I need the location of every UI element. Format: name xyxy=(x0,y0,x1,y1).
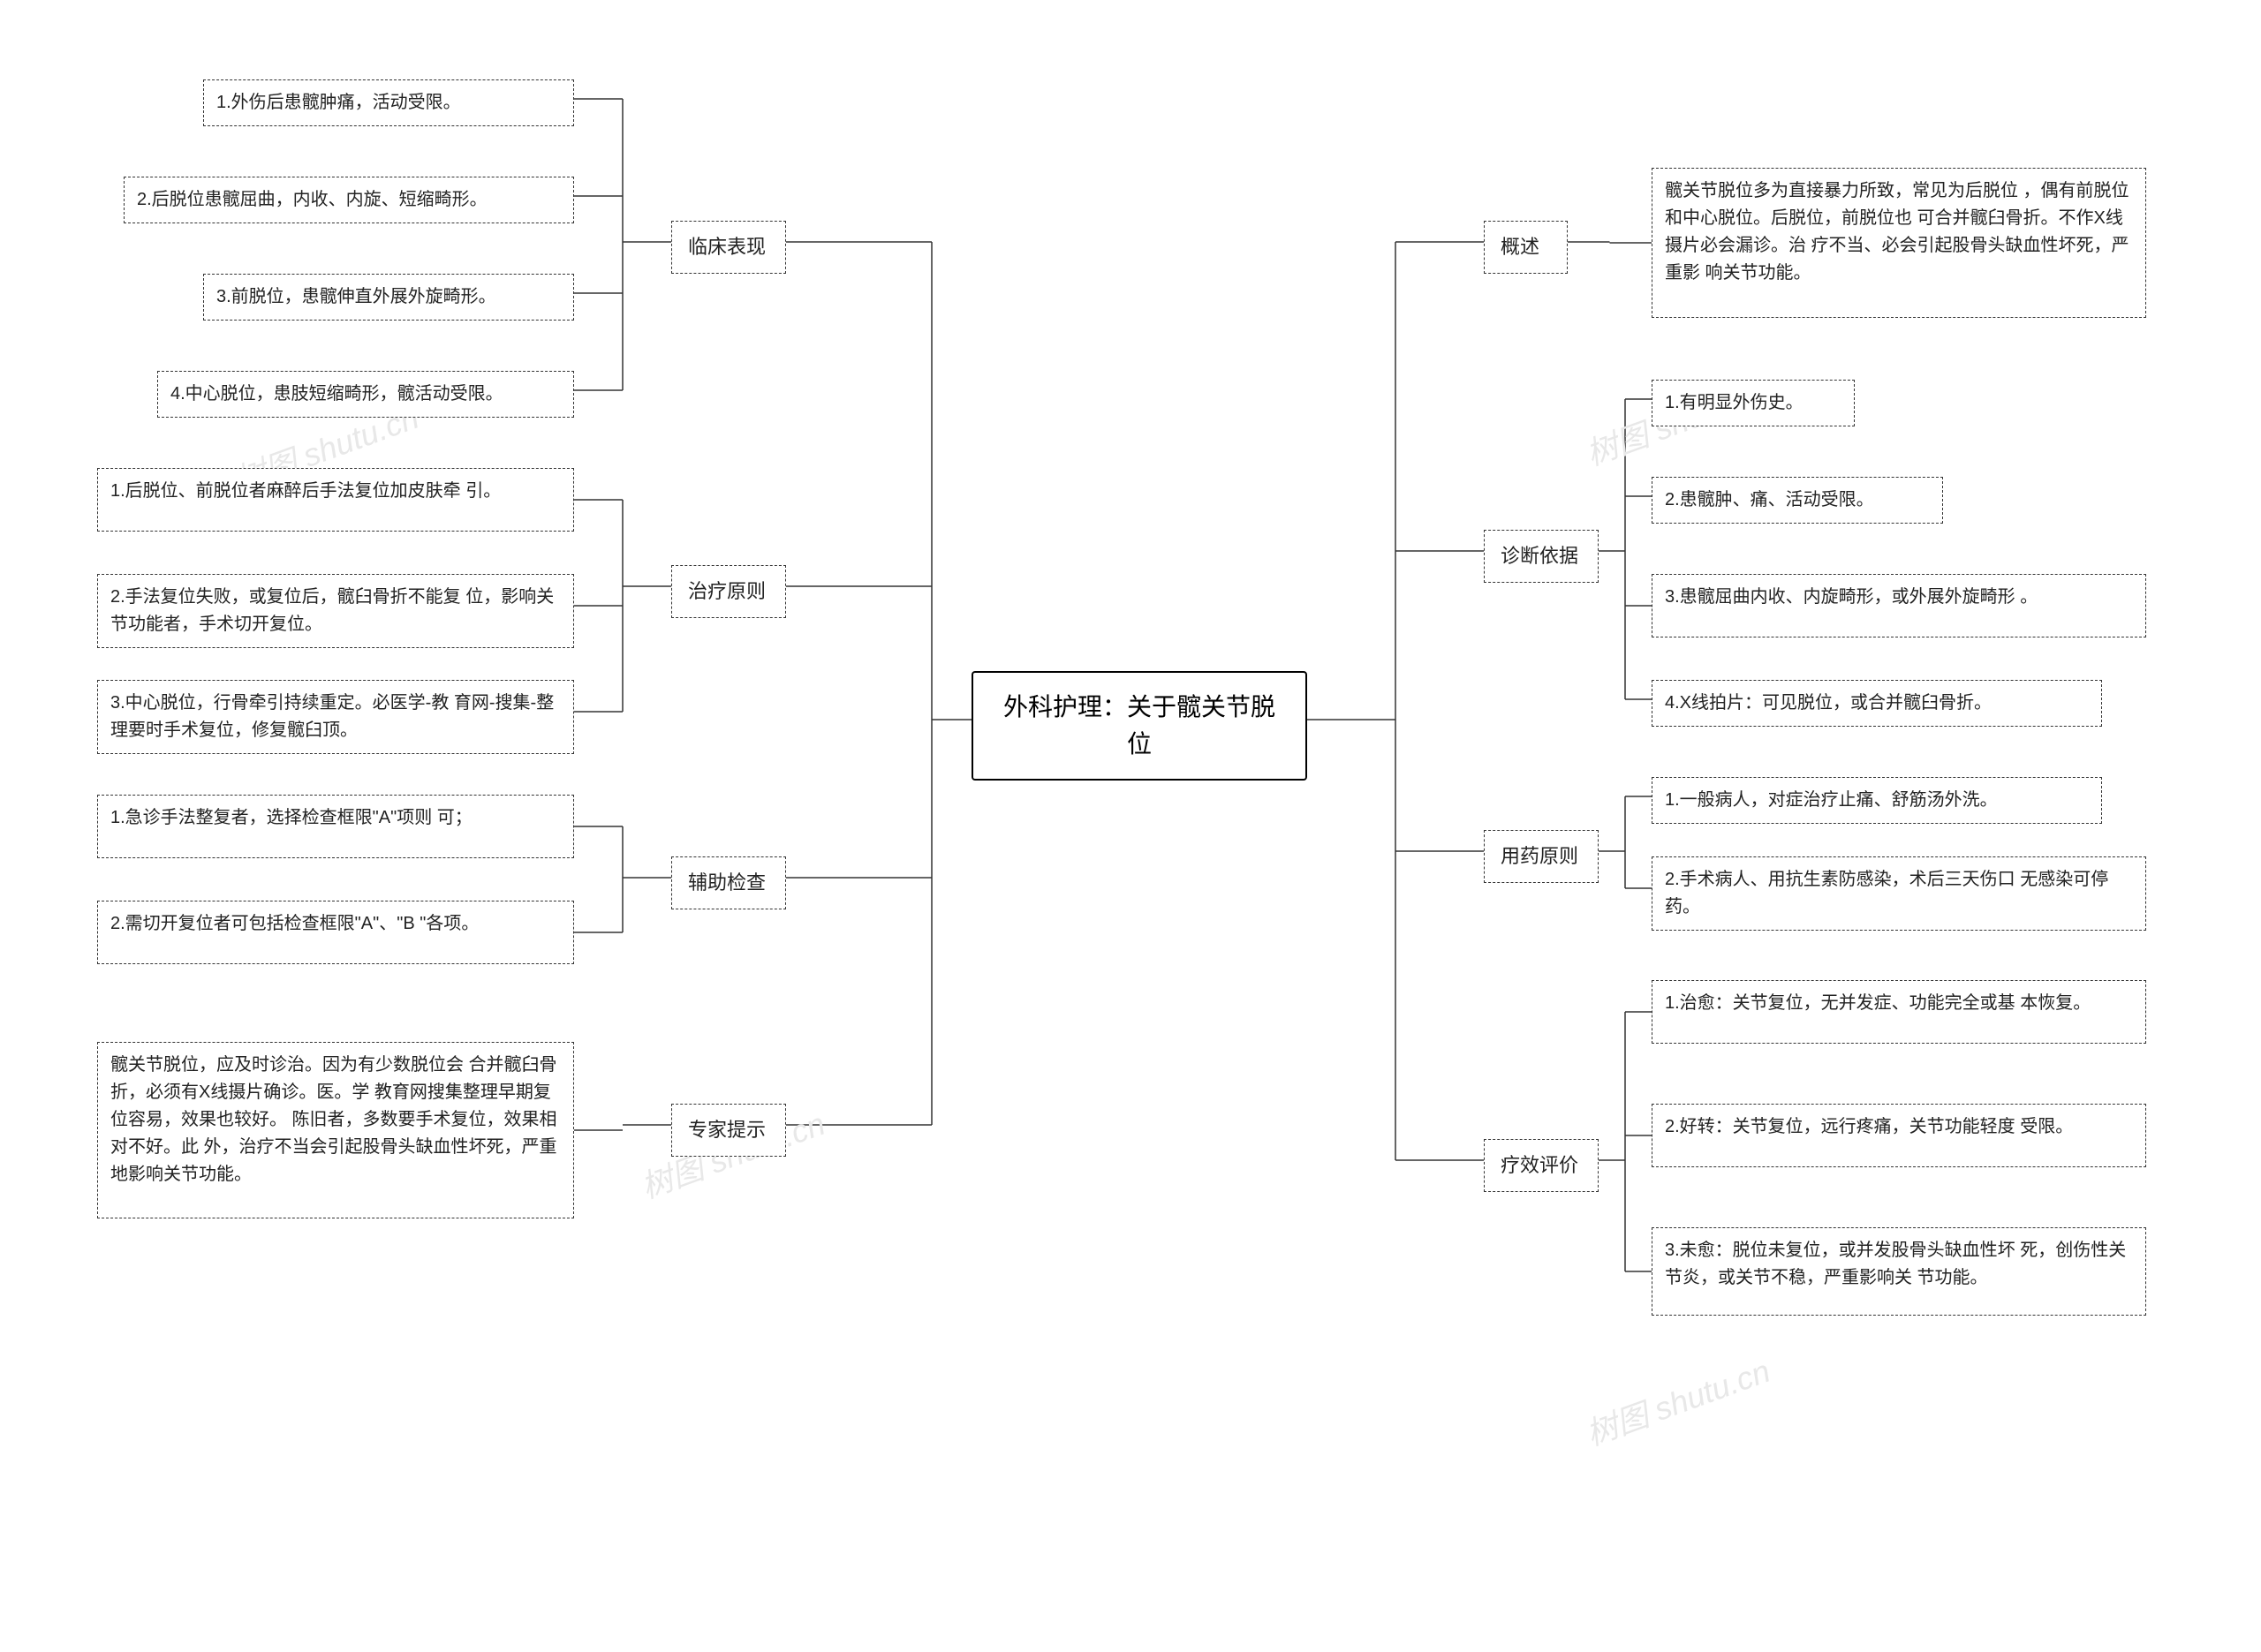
leaf-node: 4.X线拍片：可见脱位，或合并髋臼骨折。 xyxy=(1652,680,2102,727)
leaf-node: 3.前脱位，患髋伸直外展外旋畸形。 xyxy=(203,274,574,321)
leaf-node: 髋关节脱位多为直接暴力所致，常见为后脱位 ，偶有前脱位和中心脱位。后脱位，前脱位… xyxy=(1652,168,2146,318)
branch-node: 诊断依据 xyxy=(1484,530,1599,583)
leaf-node: 1.一般病人，对症治疗止痛、舒筋汤外洗。 xyxy=(1652,777,2102,824)
leaf-node: 3.未愈：脱位未复位，或并发股骨头缺血性坏 死，创伤性关节炎，或关节不稳，严重影… xyxy=(1652,1227,2146,1316)
leaf-node: 2.患髋肿、痛、活动受限。 xyxy=(1652,477,1943,524)
leaf-node: 2.后脱位患髋屈曲，内收、内旋、短缩畸形。 xyxy=(124,177,574,223)
leaf-node: 4.中心脱位，患肢短缩畸形，髋活动受限。 xyxy=(157,371,574,418)
leaf-node: 3.患髋屈曲内收、内旋畸形，或外展外旋畸形 。 xyxy=(1652,574,2146,637)
leaf-node: 2.手术病人、用抗生素防感染，术后三天伤口 无感染可停药。 xyxy=(1652,856,2146,931)
center-node: 外科护理：关于髋关节脱 位 xyxy=(972,671,1307,781)
leaf-node: 2.需切开复位者可包括检查框限"A"、"B "各项。 xyxy=(97,901,574,964)
branch-node: 临床表现 xyxy=(671,221,786,274)
leaf-node: 1.有明显外伤史。 xyxy=(1652,380,1855,426)
branch-node: 专家提示 xyxy=(671,1104,786,1157)
branch-node: 治疗原则 xyxy=(671,565,786,618)
branch-node: 辅助检查 xyxy=(671,856,786,909)
leaf-node: 2.好转：关节复位，远行疼痛，关节功能轻度 受限。 xyxy=(1652,1104,2146,1167)
leaf-node: 1.治愈：关节复位，无并发症、功能完全或基 本恢复。 xyxy=(1652,980,2146,1044)
branch-node: 用药原则 xyxy=(1484,830,1599,883)
branch-node: 疗效评价 xyxy=(1484,1139,1599,1192)
leaf-node: 1.后脱位、前脱位者麻醉后手法复位加皮肤牵 引。 xyxy=(97,468,574,532)
watermark: 树图 shutu.cn xyxy=(1579,1346,1776,1454)
leaf-node: 2.手法复位失败，或复位后，髋臼骨折不能复 位，影响关节功能者，手术切开复位。 xyxy=(97,574,574,648)
leaf-node: 3.中心脱位，行骨牵引持续重定。必医学-教 育网-搜集-整理要时手术复位，修复髋… xyxy=(97,680,574,754)
leaf-node: 1.外伤后患髋肿痛，活动受限。 xyxy=(203,79,574,126)
leaf-node: 1.急诊手法整复者，选择检查框限"A"项则 可； xyxy=(97,795,574,858)
branch-node: 概述 xyxy=(1484,221,1568,274)
leaf-node: 髋关节脱位，应及时诊治。因为有少数脱位会 合并髋臼骨折，必须有X线摄片确诊。医。… xyxy=(97,1042,574,1218)
